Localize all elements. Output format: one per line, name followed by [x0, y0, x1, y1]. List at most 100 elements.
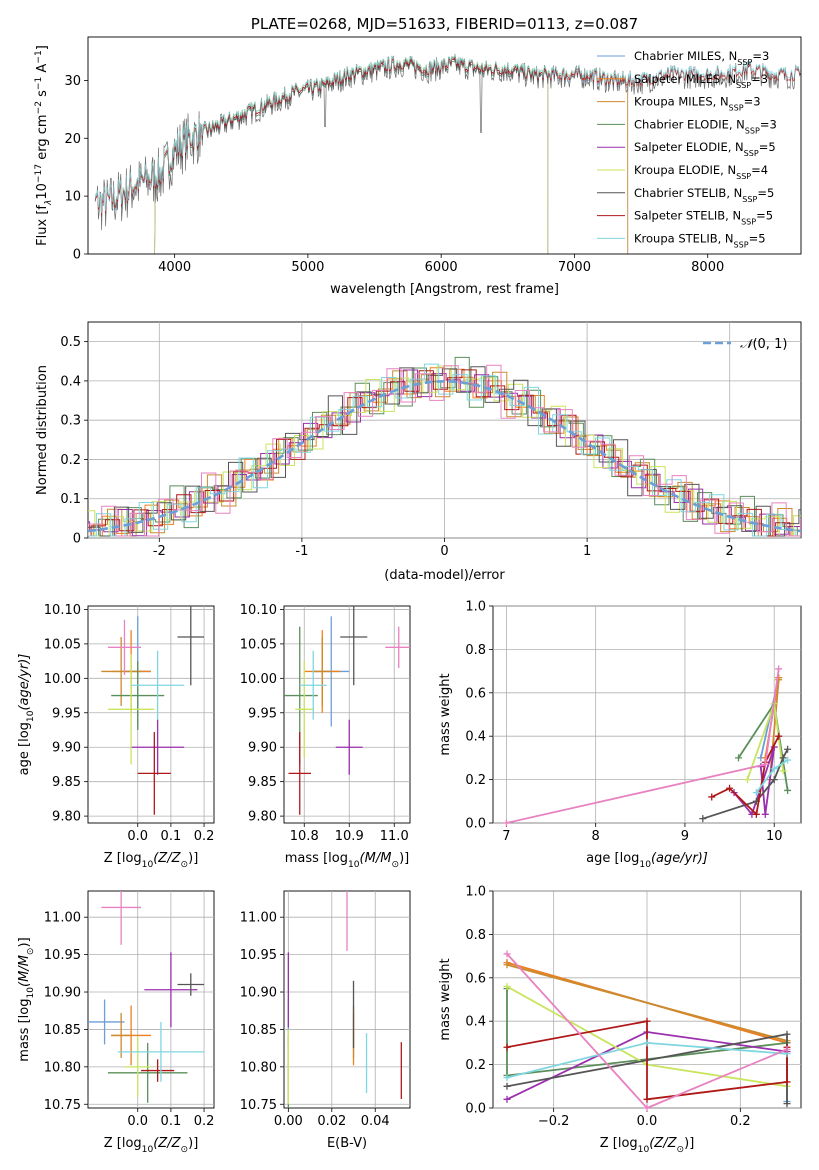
weight-series-line — [506, 668, 780, 824]
legend-label-end: =3 — [751, 72, 768, 86]
weight-series-line — [702, 748, 789, 820]
y-tick-label: 0.4 — [465, 1015, 486, 1030]
weight-marker — [699, 815, 707, 823]
x-label-part: (M/M — [360, 851, 392, 866]
axes-frame — [87, 605, 215, 824]
y-label-part: A — [35, 64, 50, 77]
x-tick-label: 8 — [592, 829, 600, 844]
y-axis-label: mass weight — [438, 673, 453, 755]
legend-label-main: Salpeter ELODIE, N — [634, 140, 744, 154]
errorbar-points — [88, 891, 205, 1103]
weight-marker — [770, 765, 778, 773]
legend-label-main: Kroupa STELIB, N — [634, 231, 734, 245]
legend-label: Salpeter ELODIE, NSSP=5 — [634, 140, 776, 158]
legend-label-main: Chabrier ELODIE, N — [634, 117, 745, 131]
x-tick-label: 10 — [766, 829, 783, 844]
x-tick-label: −0.2 — [538, 1114, 570, 1129]
legend-label-sub: SSP — [737, 58, 752, 67]
x-tick-label: 2 — [726, 544, 734, 559]
y-label-part: s — [35, 90, 50, 101]
y-tick-label: 11.00 — [240, 911, 277, 926]
y-tick-label: 9.90 — [248, 741, 277, 756]
y-tick-label: 0.6 — [465, 686, 486, 701]
weight-marker — [503, 982, 511, 990]
x-label-sub: 10 — [142, 860, 154, 870]
y-tick-label: 0.0 — [465, 817, 486, 832]
y-tick-label: 20 — [64, 132, 81, 147]
x-label-sub: 10 — [638, 1145, 650, 1155]
x-axis-label: (data-model)/error — [384, 568, 505, 583]
weight-marker — [643, 1017, 651, 1025]
axes-frame — [87, 36, 802, 255]
legend-label-end: =5 — [757, 186, 774, 200]
y-label-part: 10 — [35, 183, 50, 200]
y-label-part: (M/M — [17, 955, 32, 987]
x-tick-label: 0.04 — [361, 1114, 390, 1129]
x-axis-label: E(B-V) — [327, 1136, 367, 1151]
x-tick-label: 0.0 — [127, 1114, 148, 1129]
y-tick-label: 10.95 — [44, 948, 81, 963]
y-tick-label: 0.2 — [60, 453, 81, 468]
y-tick-label: 10.80 — [44, 1060, 81, 1075]
x-tick-label: 0.2 — [730, 1114, 751, 1129]
x-tick-label: 10.8 — [290, 829, 319, 844]
weight-marker — [752, 810, 760, 818]
y-tick-label: 9.95 — [52, 706, 81, 721]
legend-label-end: (0, 1) — [752, 337, 787, 352]
x-tick-label: 11.0 — [380, 829, 409, 844]
legend-label-main: Salpeter MILES, N — [634, 72, 736, 86]
y-tick-label: 10.90 — [240, 986, 277, 1001]
x-label-part: )] — [188, 1136, 198, 1151]
weight-marker — [503, 1095, 511, 1103]
age-vs-mass-panel: 10.8 10.9 11.0 9.80 9.85 9.90 9.95 10.00 10.05 10… — [240, 603, 411, 870]
y-tick-label: 9.90 — [52, 741, 81, 756]
x-tick-label: 6000 — [425, 260, 458, 275]
legend-label-sub: SSP — [744, 149, 759, 158]
y-tick-label: 10.75 — [240, 1098, 277, 1113]
y-tick-label: 10.85 — [44, 1023, 81, 1038]
y-tick-label: 10.00 — [44, 672, 81, 687]
x-label-part: (Z/Z — [153, 851, 181, 866]
chart-title: PLATE=0268, MJD=51633, FIBERID=0113, z=0… — [251, 15, 638, 33]
y-tick-label: 0.4 — [465, 730, 486, 745]
legend-label: Chabrier MILES, NSSP=3 — [634, 49, 769, 67]
legend-label-main: Chabrier STELIB, N — [634, 186, 742, 200]
y-label-sup: −1 — [34, 50, 44, 63]
x-label-sub: ⊙ — [677, 1145, 685, 1155]
x-tick-label: -2 — [153, 544, 166, 559]
x-tick-label: 0 — [440, 544, 448, 559]
age-vs-metallicity-panel: 0.0 0.1 0.2 9.80 9.85 9.90 9.95 10.00 10.05 10.10… — [17, 603, 215, 870]
x-label-sub: 10 — [142, 1145, 154, 1155]
legend-label-sub: SSP — [734, 240, 749, 249]
weight-series-line — [506, 963, 788, 1042]
y-label-sub: λ — [44, 200, 54, 206]
y-tick-label: 10.95 — [240, 948, 277, 963]
y-axis-label: Normed distribution — [35, 365, 50, 495]
weight-marker — [761, 810, 769, 818]
spectrum-series-line — [154, 58, 549, 254]
legend-label-end: =3 — [744, 95, 761, 109]
histogram-series-step — [88, 356, 801, 537]
x-tick-label: 10.9 — [335, 829, 364, 844]
histogram-steps — [88, 356, 801, 537]
weight-marker — [735, 754, 743, 762]
legend-label-sub: SSP — [736, 80, 751, 89]
y-label-part: age [log — [17, 722, 32, 775]
legend-label-sub: SSP — [745, 126, 760, 135]
legend-label-main: Salpeter STELIB, N — [634, 209, 741, 223]
x-tick-label: 0.1 — [161, 829, 182, 844]
x-tick-label: 0.0 — [127, 829, 148, 844]
y-tick-label: 10.80 — [240, 1060, 277, 1075]
x-tick-label: 5000 — [291, 260, 324, 275]
legend-label-end: =5 — [749, 231, 766, 245]
y-axis-label: Flux [fλ10−17 erg cm−2 s−1 A−1] — [34, 45, 54, 246]
y-label-sup: −17 — [34, 164, 44, 183]
weight-marker — [779, 767, 787, 775]
x-label-sub: 10 — [639, 860, 651, 870]
y-tick-label: 10.10 — [44, 603, 81, 618]
weight-marker — [770, 776, 778, 784]
weight-marker — [783, 1078, 791, 1086]
weight-marker — [643, 1095, 651, 1103]
y-tick-label: 0.5 — [60, 335, 81, 350]
mass-vs-metallicity-panel: 0.0 0.1 0.2 10.75 10.80 10.85 10.90 10.95 11.00 Z… — [17, 890, 215, 1155]
